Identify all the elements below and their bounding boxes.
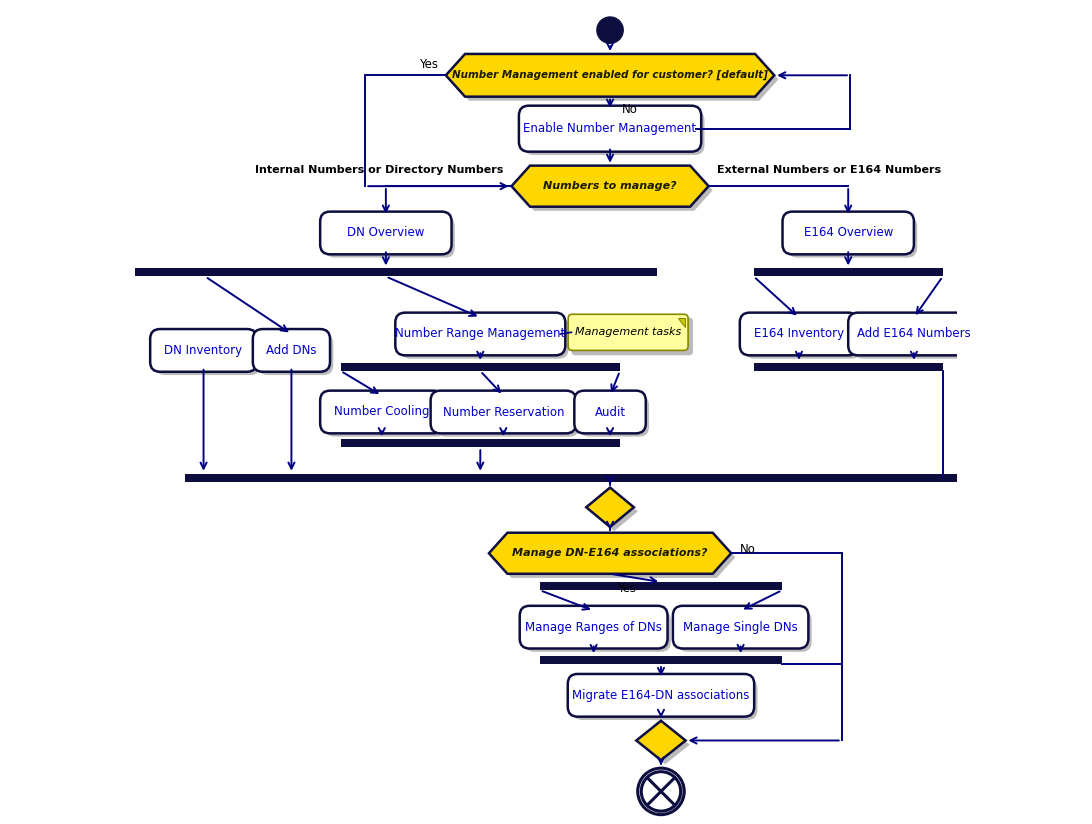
- FancyBboxPatch shape: [341, 439, 620, 447]
- FancyBboxPatch shape: [320, 391, 443, 433]
- Polygon shape: [492, 536, 735, 578]
- Polygon shape: [489, 533, 732, 574]
- FancyBboxPatch shape: [436, 396, 579, 437]
- Text: Number Reservation: Number Reservation: [442, 405, 565, 419]
- Text: DN Inventory: DN Inventory: [165, 344, 242, 357]
- FancyBboxPatch shape: [430, 391, 575, 433]
- Polygon shape: [450, 58, 779, 101]
- Circle shape: [641, 772, 680, 811]
- FancyBboxPatch shape: [673, 606, 808, 648]
- FancyBboxPatch shape: [325, 217, 455, 258]
- FancyBboxPatch shape: [539, 656, 782, 664]
- Text: E164 Inventory: E164 Inventory: [753, 327, 844, 340]
- Polygon shape: [446, 54, 774, 96]
- Polygon shape: [678, 317, 685, 327]
- FancyBboxPatch shape: [520, 606, 667, 648]
- FancyBboxPatch shape: [519, 105, 701, 152]
- Text: Number Cooling: Number Cooling: [334, 405, 429, 419]
- FancyBboxPatch shape: [568, 674, 755, 717]
- FancyBboxPatch shape: [341, 363, 620, 371]
- Text: Yes: Yes: [418, 59, 438, 71]
- Text: Manage Single DNs: Manage Single DNs: [684, 620, 798, 634]
- Text: Audit: Audit: [594, 405, 626, 419]
- Text: Yes: Yes: [617, 582, 636, 595]
- FancyBboxPatch shape: [574, 391, 645, 433]
- FancyBboxPatch shape: [151, 329, 257, 372]
- FancyBboxPatch shape: [253, 329, 330, 372]
- FancyBboxPatch shape: [401, 317, 569, 358]
- Text: No: No: [622, 103, 638, 116]
- FancyBboxPatch shape: [395, 312, 566, 355]
- FancyBboxPatch shape: [258, 334, 333, 375]
- FancyBboxPatch shape: [325, 396, 447, 437]
- FancyBboxPatch shape: [783, 212, 914, 255]
- Text: E164 Overview: E164 Overview: [804, 227, 893, 240]
- Text: Number Management enabled for customer? [default]: Number Management enabled for customer? …: [452, 70, 768, 81]
- Text: External Numbers or E164 Numbers: External Numbers or E164 Numbers: [716, 165, 941, 175]
- FancyBboxPatch shape: [753, 363, 942, 371]
- Polygon shape: [640, 725, 690, 765]
- FancyBboxPatch shape: [572, 679, 758, 720]
- Text: DN Overview: DN Overview: [347, 227, 425, 240]
- FancyBboxPatch shape: [787, 217, 917, 258]
- Text: No: No: [739, 544, 756, 556]
- Text: Manage Ranges of DNs: Manage Ranges of DNs: [525, 620, 662, 634]
- FancyBboxPatch shape: [320, 212, 452, 255]
- FancyBboxPatch shape: [579, 396, 649, 437]
- Text: Add E164 Numbers: Add E164 Numbers: [857, 327, 971, 340]
- Text: Number Range Management: Number Range Management: [395, 327, 566, 340]
- FancyBboxPatch shape: [739, 312, 858, 355]
- FancyBboxPatch shape: [155, 334, 260, 375]
- Text: Enable Number Management: Enable Number Management: [523, 122, 697, 135]
- Polygon shape: [515, 170, 713, 211]
- Text: Manage DN-E164 associations?: Manage DN-E164 associations?: [512, 548, 708, 558]
- Text: Numbers to manage?: Numbers to manage?: [543, 181, 677, 191]
- Text: Internal Numbers or Directory Numbers: Internal Numbers or Directory Numbers: [254, 165, 503, 175]
- FancyBboxPatch shape: [853, 317, 983, 358]
- Polygon shape: [591, 492, 638, 531]
- Text: Add DNs: Add DNs: [266, 344, 317, 357]
- FancyBboxPatch shape: [568, 314, 688, 350]
- FancyBboxPatch shape: [745, 317, 862, 358]
- FancyBboxPatch shape: [539, 582, 782, 590]
- Text: Migrate E164-DN associations: Migrate E164-DN associations: [572, 689, 750, 702]
- Circle shape: [597, 17, 624, 44]
- Circle shape: [644, 775, 684, 814]
- FancyBboxPatch shape: [848, 312, 980, 355]
- FancyBboxPatch shape: [571, 317, 693, 355]
- Polygon shape: [586, 488, 633, 527]
- FancyBboxPatch shape: [115, 269, 657, 277]
- Text: Management tasks: Management tasks: [575, 327, 681, 337]
- Polygon shape: [511, 166, 709, 207]
- FancyBboxPatch shape: [185, 474, 973, 482]
- Polygon shape: [637, 721, 686, 761]
- FancyBboxPatch shape: [678, 611, 811, 652]
- FancyBboxPatch shape: [524, 110, 704, 155]
- FancyBboxPatch shape: [524, 611, 670, 652]
- FancyBboxPatch shape: [753, 269, 942, 277]
